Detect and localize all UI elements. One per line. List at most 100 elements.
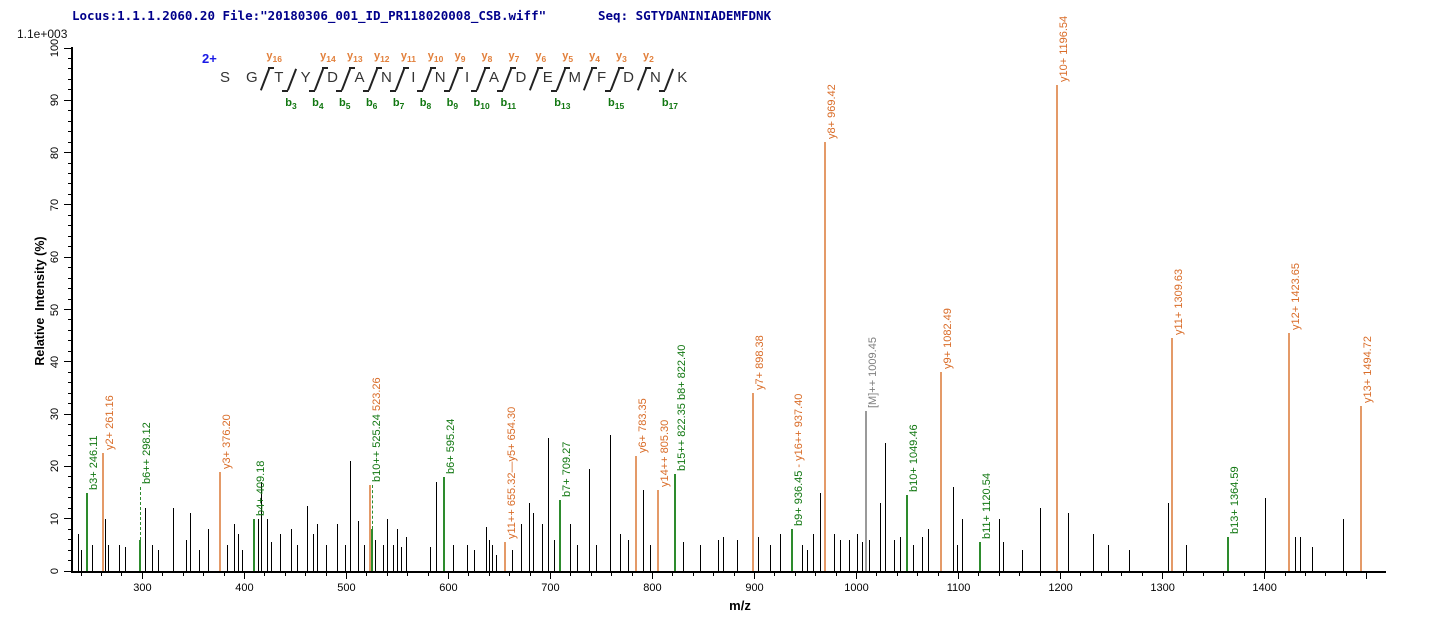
peak <box>108 544 110 571</box>
peak-label-text: b7+ 709.27 <box>560 442 573 498</box>
peak <box>1312 547 1314 571</box>
peak <box>396 529 398 571</box>
x-major-tick <box>1060 572 1062 579</box>
ion-number: 11 <box>406 54 416 65</box>
peak <box>532 513 534 571</box>
ion-number: 3 <box>622 54 627 65</box>
y-minor-tick <box>68 455 72 457</box>
y-fragment-tail <box>349 67 356 69</box>
ion-number: 7 <box>399 101 405 112</box>
peak <box>1299 537 1301 571</box>
x-minor-tick <box>1039 572 1041 576</box>
peak-label: y11++ 655.32—y5+ 654.30 <box>506 407 518 539</box>
x-minor-tick <box>1223 572 1225 576</box>
residue-N-7: N <box>380 69 392 86</box>
peak-label: y14++ 805.30 <box>659 420 671 487</box>
ion-number: 9 <box>460 54 466 65</box>
residue-D-16: D <box>623 69 634 86</box>
y-minor-tick <box>68 183 72 185</box>
b-fragment-tail <box>470 90 477 92</box>
y-minor-tick <box>68 225 72 227</box>
header-locus-file: Locus:1.1.1.2060.20 File:"20180306_001_I… <box>72 8 547 23</box>
b-fragment-tail <box>605 90 612 92</box>
ion-number: 4 <box>595 54 600 65</box>
y-ion-label-y4: y4 <box>589 50 600 64</box>
y-tick-label: 70 <box>49 198 61 212</box>
peak <box>884 442 886 571</box>
peak <box>833 534 835 571</box>
x-minor-tick <box>733 572 735 576</box>
y-major-tick <box>64 47 72 49</box>
y-minor-tick <box>68 382 72 384</box>
y-major-tick <box>64 204 72 206</box>
peak <box>199 550 201 571</box>
peak <box>189 513 191 571</box>
peak <box>488 539 490 571</box>
peak <box>869 539 871 571</box>
peak <box>718 539 720 571</box>
residue-I-8: I <box>411 69 416 86</box>
x-major-tick <box>345 572 347 579</box>
peak <box>364 544 366 571</box>
peak <box>879 503 881 571</box>
ion-letter: y <box>400 50 407 62</box>
annotated-peak-b10- <box>371 529 374 571</box>
peak-label-text: y3+ 376.20 <box>221 413 234 469</box>
ion-number: 13 <box>353 54 363 65</box>
peak-label: b6++ 298.12 <box>141 423 153 485</box>
peak <box>296 544 298 571</box>
peak-label: b10+ 1049.46 <box>908 425 920 493</box>
peak <box>820 492 822 571</box>
b-fragment-tail <box>551 90 558 92</box>
peak <box>271 542 273 571</box>
peak-label-text: b15++ 822.35 <box>676 400 689 472</box>
ion-number: 5 <box>568 54 574 65</box>
y-minor-tick <box>68 497 72 499</box>
peak <box>649 544 651 571</box>
x-minor-tick <box>1100 572 1102 576</box>
peak-label: b3+ 246.11 <box>88 435 100 490</box>
x-major-tick <box>141 572 143 579</box>
x-minor-tick <box>713 572 715 576</box>
y-minor-tick <box>68 371 72 373</box>
b-fragment-tail <box>443 90 450 92</box>
ion-number: 14 <box>326 54 336 65</box>
y-ion-label-y14: y14 <box>320 50 336 64</box>
x-minor-tick <box>1345 572 1347 576</box>
ion-number: 8 <box>487 54 493 65</box>
x-minor-tick <box>529 572 531 576</box>
y-minor-tick <box>68 298 72 300</box>
y-tick-label: 100 <box>49 38 61 58</box>
peak-label: y13+ 1494.72 <box>1362 336 1374 403</box>
ion-letter: b <box>392 97 400 109</box>
peak-label-text: y9+ 1082.49 <box>941 308 954 370</box>
peak-label-text: b6+ 595.24 <box>444 418 457 474</box>
x-minor-tick <box>162 572 164 576</box>
b-ion-label-b10: b10 <box>474 97 490 111</box>
y-minor-tick <box>68 424 72 426</box>
x-axis-title: m/z <box>729 598 751 613</box>
x-minor-tick <box>590 572 592 576</box>
peak <box>962 518 964 571</box>
x-minor-tick <box>264 572 266 576</box>
peak <box>172 508 174 571</box>
peak <box>382 544 384 571</box>
peak-label-text: b3+ 246.11 <box>88 435 101 490</box>
y-minor-tick <box>68 110 72 112</box>
peak <box>325 544 327 571</box>
y-ion-label-y10: y10 <box>428 50 444 64</box>
y-ion-label-y6: y6 <box>535 50 546 64</box>
y-fragment-tail <box>591 67 598 69</box>
ion-letter: b <box>554 97 561 109</box>
y-minor-tick <box>68 131 72 133</box>
ion-letter: y <box>589 50 596 62</box>
x-minor-tick <box>80 572 82 576</box>
y-axis-title: Relative Intensity (%) <box>33 236 47 366</box>
x-minor-tick <box>509 572 511 576</box>
y-major-tick <box>64 413 72 415</box>
peak <box>1039 508 1041 571</box>
peak-label-text: [M]++ 1009.45 <box>867 337 880 409</box>
ion-letter: b <box>365 97 373 109</box>
annotated-peak-b7- <box>558 500 561 571</box>
peak <box>512 550 514 571</box>
